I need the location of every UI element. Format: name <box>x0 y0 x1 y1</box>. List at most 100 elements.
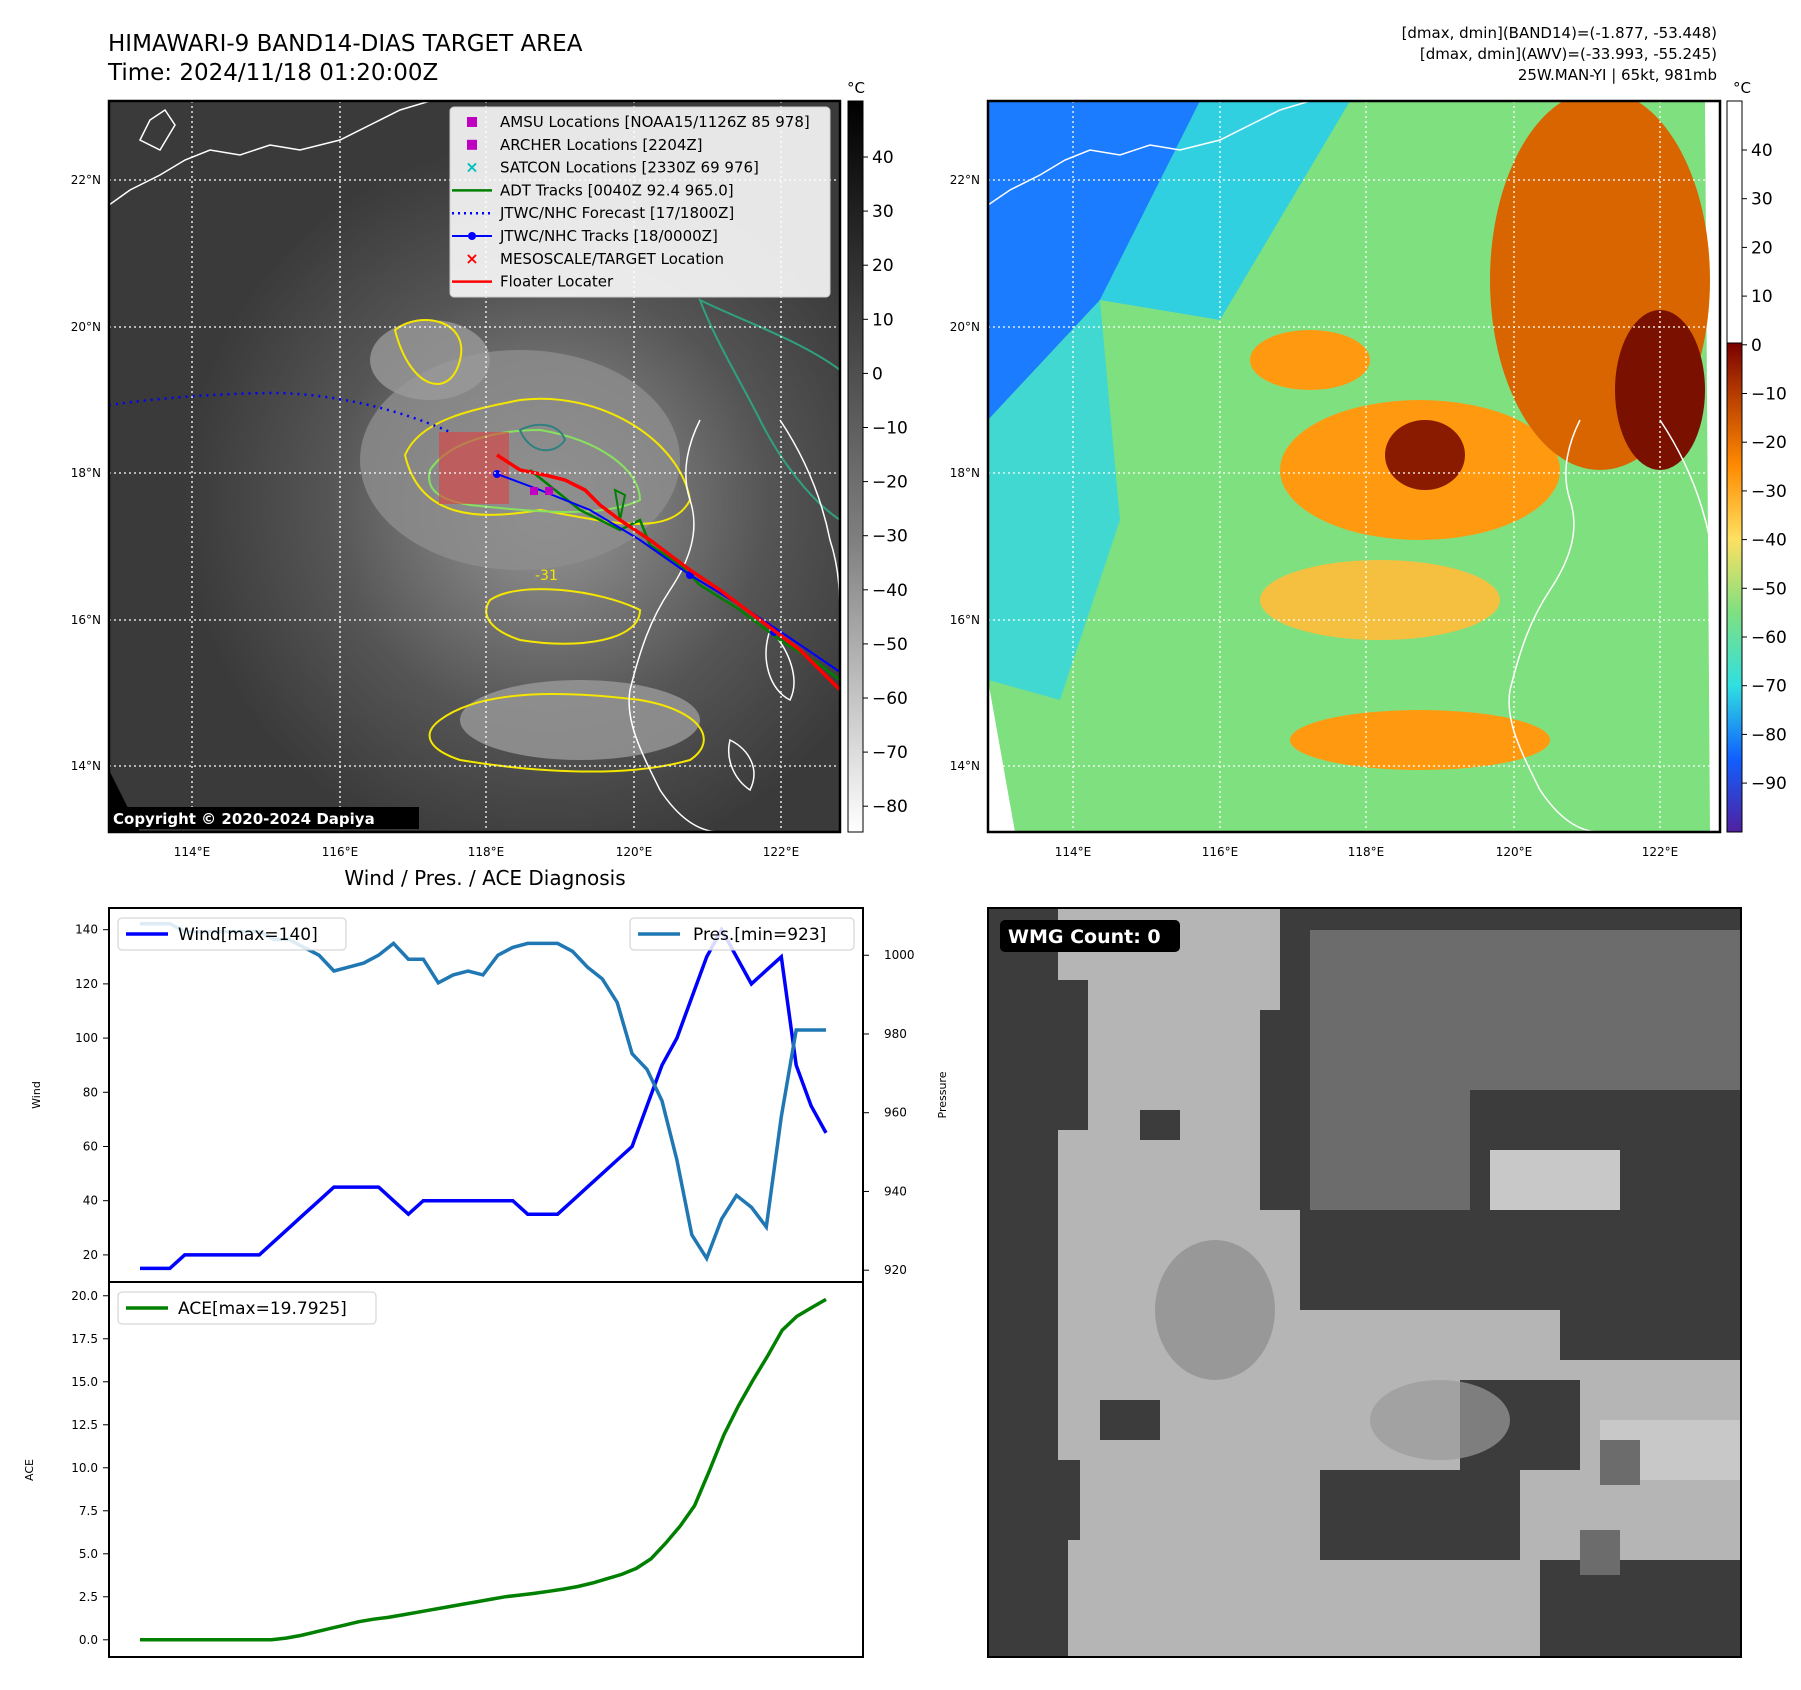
colorbar-tick-label: −40 <box>872 581 908 601</box>
contour-yellow <box>428 693 705 773</box>
ace-tick-label: 2.5 <box>79 1590 98 1604</box>
colorbar-tick-label: −80 <box>1751 725 1787 745</box>
copyright-text: Copyright © 2020-2024 Dapiya <box>113 810 375 828</box>
wmg-panel: WMG Count: 0 <box>987 907 1742 1658</box>
ace-legend-label: ACE[max=19.7925] <box>178 1299 347 1319</box>
ace-chart: 0.0 2.5 5.0 7.5 10.0 12.5 15.0 17.5 20.0 ACE ACE… <box>23 1281 864 1658</box>
colorbar-tick-label: −50 <box>872 635 908 655</box>
target-area-box <box>439 432 509 504</box>
ir-map-lon-label: 114°E <box>174 845 211 859</box>
ir-map-lat-label: 20°N <box>71 320 101 334</box>
wmg-count-box <box>1000 920 1180 952</box>
ace-tick-label: 12.5 <box>71 1418 98 1432</box>
wind-tick-label: 140 <box>75 923 98 937</box>
wmg-frame <box>987 907 1742 1658</box>
ir-colorbar-unit: °C <box>847 79 865 97</box>
colorbar-tick-label: −70 <box>1751 677 1787 697</box>
wmg-dark-region <box>1560 1300 1741 1360</box>
colorbar-tick-label: 30 <box>1751 190 1773 210</box>
colorbar-tick-label: 20 <box>1751 238 1773 258</box>
ace-legend-box <box>117 1291 377 1325</box>
info-storm: 25W.MAN-YI | 65kt, 981mb <box>1518 66 1717 84</box>
ace-axis-label: ACE <box>23 1459 36 1481</box>
ir-map-lat-label: 18°N <box>71 466 101 480</box>
ir-map-lat-label: 16°N <box>71 613 101 627</box>
pressure-series-line <box>140 921 826 1263</box>
wind-legend-label: Wind[max=140] <box>178 925 318 945</box>
jtwc-track-point <box>493 470 501 478</box>
colorbar-tick-label: −40 <box>1751 531 1787 551</box>
colorbar-tick-label: −70 <box>872 743 908 763</box>
wmg-dark-region <box>1540 1560 1741 1657</box>
ace-tick-label: 15.0 <box>71 1375 98 1389</box>
jtwc-forecast-track <box>109 391 451 434</box>
contour-yellow <box>393 319 463 385</box>
colorbar-tick-label: −10 <box>1751 385 1787 405</box>
wmg-dark-region <box>988 1540 1068 1657</box>
pressure-tick-label: 960 <box>884 1106 907 1120</box>
wind-tick-label: 80 <box>83 1085 98 1099</box>
colorbar-tick-label: 0 <box>872 364 883 384</box>
coastline <box>765 628 795 702</box>
wind-tick-label: 20 <box>83 1248 98 1262</box>
awv-convection-core <box>1385 420 1465 490</box>
awv-map-lat-label: 16°N <box>950 613 980 627</box>
awv-map-lon-label: 118°E <box>1348 845 1385 859</box>
colorbar-tick-label: −20 <box>872 473 908 493</box>
awv-map-lat-label: 14°N <box>950 759 980 773</box>
pressure-legend: Pres.[min=923] <box>629 917 855 951</box>
awv-map-lon-label: 114°E <box>1055 845 1092 859</box>
wmg-mid-region <box>1580 1530 1620 1575</box>
ir-colorbar: °C 40 30 20 10 0 −10 −20 −30 −40 −50 −60 −70 −80 <box>847 79 908 833</box>
ace-tick-label: 10.0 <box>71 1461 98 1475</box>
legend-entry-label: SATCON Locations [2330Z 69 976] <box>500 159 759 177</box>
wind-legend: Wind[max=140] <box>117 917 347 951</box>
colorbar-tick-label: −20 <box>1751 433 1787 453</box>
wmg-dark-region <box>1140 1110 1180 1140</box>
contour-value-label: -31 <box>535 568 558 584</box>
ace-tick-label: 17.5 <box>71 1332 98 1346</box>
map-legend: AMSU Locations [NOAA15/1126Z 85 978] ARCH… <box>449 106 831 298</box>
pressure-tick-label: 980 <box>884 1027 907 1041</box>
wmg-mid-region <box>1600 1440 1640 1485</box>
contour-yellow <box>485 588 642 645</box>
wind-tick-label: 40 <box>83 1194 98 1208</box>
awv-map-lat-label: 18°N <box>950 466 980 480</box>
awv-colorbar: °C 40 30 20 10 0 −10 −20 −30 −40 −50 −60 −70 −80 −90 <box>1726 79 1787 833</box>
pressure-tick-label: 1000 <box>884 948 915 962</box>
wind-tick-label: 120 <box>75 977 98 991</box>
amsu-location-marker <box>530 487 538 495</box>
awv-dry-region <box>988 101 1200 420</box>
contour-teal <box>698 297 840 522</box>
awv-colorbar-upper <box>1726 100 1743 344</box>
ace-tick-label: 5.0 <box>79 1547 98 1561</box>
wind-tick-label: 100 <box>75 1031 98 1045</box>
awv-map-lon-label: 122°E <box>1642 845 1679 859</box>
colorbar-tick-label: 0 <box>1751 336 1762 356</box>
wind-axis-label: Wind <box>30 1081 43 1109</box>
awv-map-axis-labels: 114°E 116°E 118°E 120°E 122°E 22°N 20°N 18°N 16°… <box>950 173 1679 859</box>
awv-map-frame <box>986 99 1722 834</box>
wmg-texture <box>1370 1380 1510 1460</box>
ir-cloud-cell <box>370 320 490 400</box>
copyright-box <box>109 807 419 829</box>
wmg-dark-region <box>1100 1400 1160 1440</box>
pressure-legend-box <box>629 917 855 951</box>
legend-entry-label: JTWC/NHC Tracks [18/0000Z] <box>499 227 718 245</box>
info-awv: [dmax, dmin](AWV)=(-33.993, -55.245) <box>1420 45 1717 63</box>
awv-map-gridlines <box>988 101 1720 832</box>
colorbar-tick-label: 30 <box>872 202 894 222</box>
legend-entry-label: Floater Locater <box>500 273 614 291</box>
awv-convection <box>1290 710 1550 770</box>
awv-colorbar-lower <box>1726 342 1743 833</box>
pressure-axis-label: Pressure <box>936 1071 949 1118</box>
legend-entry-label: ARCHER Locations [2204Z] <box>500 136 703 154</box>
ace-legend: ACE[max=19.7925] <box>117 1291 377 1325</box>
colorbar-tick-label: 10 <box>1751 287 1773 307</box>
ir-map-lon-label: 116°E <box>322 845 359 859</box>
pressure-tick-label: 940 <box>884 1184 907 1198</box>
coastline <box>628 419 721 832</box>
wmg-light-region <box>1490 1150 1620 1210</box>
awv-moist-band <box>988 300 1120 700</box>
awv-map-lon-label: 116°E <box>1202 845 1239 859</box>
